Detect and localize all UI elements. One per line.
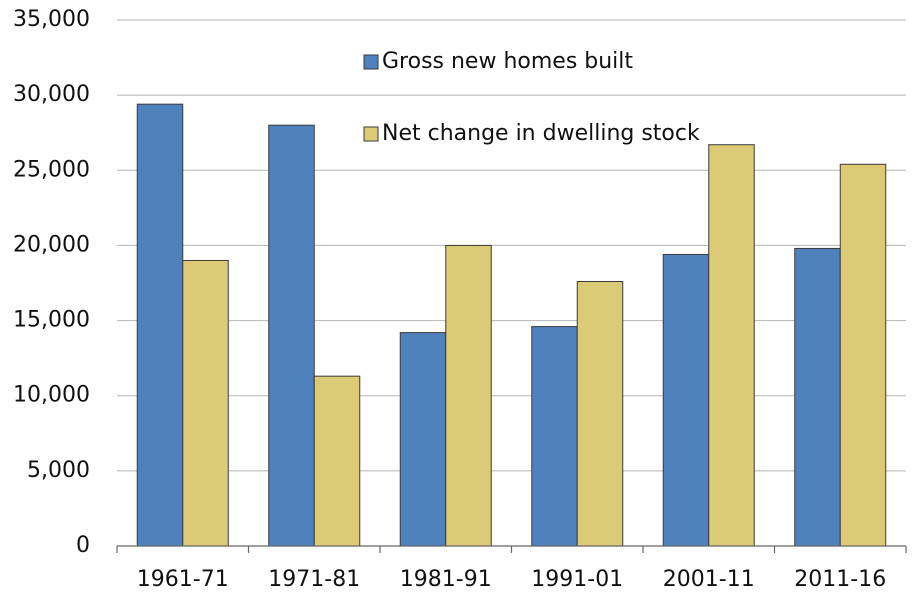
x-tick-label: 2011-16 (794, 567, 886, 592)
y-tick-label: 25,000 (13, 157, 90, 182)
bar (839, 163, 887, 547)
bar (708, 144, 755, 547)
x-tick-label: 2001-11 (663, 567, 755, 592)
bar (313, 375, 361, 547)
bar (662, 253, 710, 547)
legend-swatch (363, 54, 379, 70)
bar (576, 280, 624, 547)
x-tick-label: 1961-71 (137, 567, 229, 592)
bar (399, 332, 447, 547)
y-tick-label: 30,000 (13, 82, 90, 107)
x-tick-label: 1981-91 (400, 567, 492, 592)
bar (268, 124, 315, 547)
bar (445, 244, 492, 547)
y-tick-label: 10,000 (13, 383, 90, 408)
x-tick-label: 1971-81 (268, 567, 360, 592)
bar (182, 259, 229, 547)
y-tick-label: 15,000 (13, 308, 90, 333)
x-tick-label: 1991-01 (531, 567, 623, 592)
y-tick-label: 35,000 (13, 7, 90, 32)
bar (136, 103, 184, 547)
legend-swatch (363, 126, 379, 142)
y-tick-label: 20,000 (13, 232, 90, 257)
bar (531, 326, 578, 547)
legend-label: Net change in dwelling stock (382, 121, 700, 146)
y-tick-label: 0 (76, 533, 90, 558)
legend-label: Gross new homes built (382, 49, 633, 74)
bar (794, 247, 841, 547)
y-tick-label: 5,000 (27, 458, 90, 483)
